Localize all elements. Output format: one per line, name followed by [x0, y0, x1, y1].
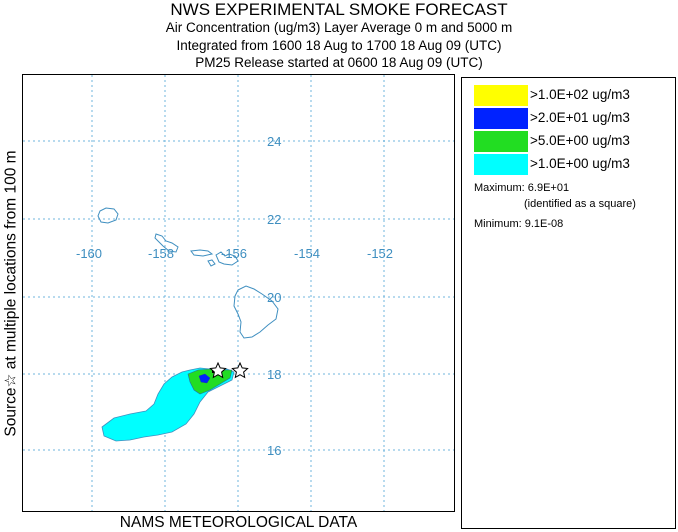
minimum-value: Minimum: 9.1E-08: [474, 218, 564, 230]
lat-label: 18: [267, 367, 281, 382]
legend-swatch: [474, 108, 528, 129]
subtitle-concentration: Air Concentration (ug/m3) Layer Average …: [165, 20, 513, 35]
island-hawaii: [233, 285, 279, 339]
legend-swatch: [474, 154, 528, 175]
island-lanai: [207, 259, 216, 267]
lat-label: 16: [267, 443, 281, 458]
subtitle-integration: Integrated from 1600 18 Aug to 1700 18 A…: [176, 38, 502, 53]
plume-high-concentration: [198, 373, 211, 384]
lat-label: 24: [267, 134, 281, 149]
legend-panel: >1.0E+02 ug/m3 >2.0E+01 ug/m3 >5.0E+00 u…: [461, 77, 676, 529]
legend-label: >5.0E+00 ug/m3: [530, 133, 630, 148]
data-source-footer: NAMS METEOROLOGICAL DATA: [119, 514, 358, 531]
legend-label: >1.0E+02 ug/m3: [530, 87, 630, 102]
page-title: NWS EXPERIMENTAL SMOKE FORECAST: [170, 0, 508, 19]
lon-label: -156: [221, 246, 247, 261]
island-kauai: [97, 207, 119, 224]
island-maui: [215, 251, 239, 266]
legend-label: >1.0E+00 ug/m3: [530, 156, 630, 171]
island-oahu: [154, 233, 179, 253]
lon-label: -152: [367, 246, 393, 261]
legend-swatch: [474, 131, 528, 152]
island-molokai: [190, 249, 214, 257]
legend-swatch: [474, 85, 528, 106]
legend-label: >2.0E+01 ug/m3: [530, 110, 630, 125]
map-frame: [22, 74, 455, 512]
lon-label: -160: [76, 246, 102, 261]
map-panel: -160 -158 -156 -154 -152 24 22 20 18 16: [22, 74, 455, 512]
subtitle-release: PM25 Release started at 0600 18 Aug 09 (…: [195, 55, 483, 70]
latitude-labels: 24 22 20 18 16: [267, 134, 281, 458]
lon-label: -158: [148, 246, 174, 261]
coastlines: [97, 207, 279, 339]
maximum-note: (identified as a square): [524, 198, 636, 210]
lon-label: -154: [294, 246, 320, 261]
lat-label: 20: [267, 290, 281, 305]
lat-label: 22: [267, 212, 281, 227]
source-markers: [209, 361, 249, 379]
star-icon: [209, 361, 227, 379]
maximum-value: Maximum: 6.9E+01: [474, 182, 570, 194]
source-label: Source☆ at multiple locations from 100 m: [2, 150, 20, 437]
star-icon: [231, 361, 249, 379]
